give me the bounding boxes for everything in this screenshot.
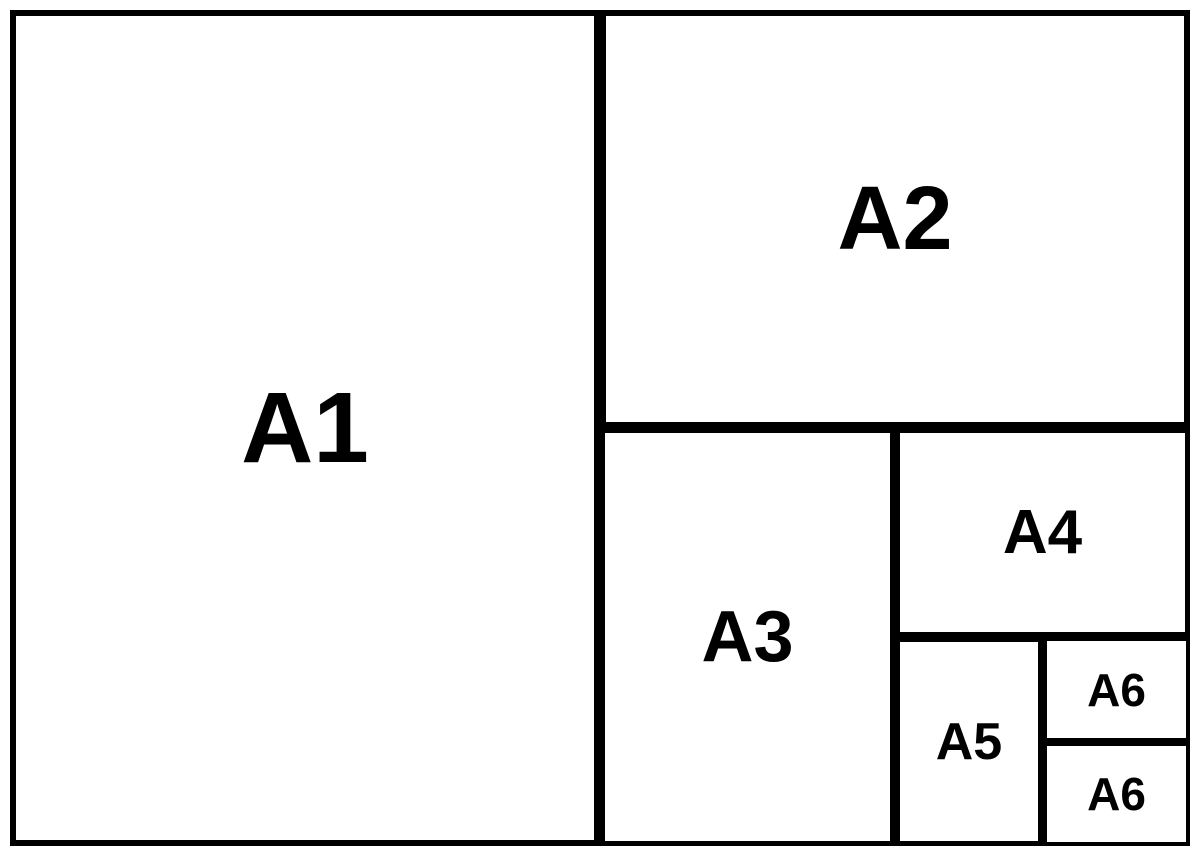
label-a5: A5 xyxy=(936,716,1002,768)
panel-a6-top: A6 xyxy=(1043,637,1190,742)
panel-a4: A4 xyxy=(895,428,1190,637)
panel-a2: A2 xyxy=(600,10,1190,428)
panel-a1: A1 xyxy=(10,10,600,846)
paper-size-diagram: A1 A2 A3 A4 A5 A6 A6 xyxy=(0,0,1200,857)
panel-a3: A3 xyxy=(600,428,895,846)
label-a2: A2 xyxy=(837,174,952,264)
label-a1: A1 xyxy=(241,378,369,478)
label-a3: A3 xyxy=(701,601,793,673)
label-a4: A4 xyxy=(1003,502,1082,564)
label-a6-bottom: A6 xyxy=(1087,771,1146,817)
panel-a6-bottom: A6 xyxy=(1043,742,1190,846)
label-a6-top: A6 xyxy=(1087,667,1146,713)
panel-a5: A5 xyxy=(895,637,1043,846)
